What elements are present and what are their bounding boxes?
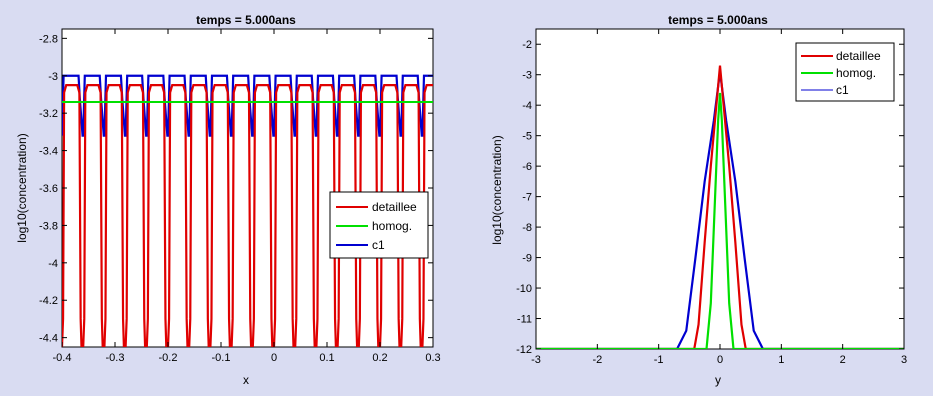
series-line-c1: [62, 74, 433, 137]
left-x-tick-label: 0.2: [372, 352, 387, 364]
left-y-tick-label: -3.8: [39, 220, 58, 232]
right-x-tick-label: 3: [901, 354, 907, 366]
left-x-axis-label: x: [243, 373, 249, 387]
left-y-axis-label: log10(concentration): [15, 133, 29, 242]
left-x-tick-label: -0.3: [106, 352, 125, 364]
series-line-detaillee: [536, 65, 904, 349]
right-y-tick-label: -3: [522, 70, 532, 82]
right-chart: temps = 5.000ans -3 -2 -1 0 1 2 3-2-3-4-5-6-7-…: [490, 13, 907, 387]
left-y-tick-label: -3.4: [39, 146, 58, 158]
right-chart-title: temps = 5.000ans: [668, 13, 768, 27]
left-x-tick-label: -0.4: [53, 352, 72, 364]
legend-label-homog: homog.: [372, 219, 412, 233]
left-x-tick-label: 0.3: [425, 352, 440, 364]
left-x-tick-label: 0.1: [319, 352, 334, 364]
legend-label-detaillee-right: detaillee: [836, 49, 881, 63]
left-y-tick-label: -2.8: [39, 33, 58, 45]
left-y-tick-label: -3.2: [39, 108, 58, 120]
right-x-tick-label: 0: [717, 354, 723, 366]
left-x-tick-label: -0.2: [159, 352, 178, 364]
right-y-tick-label: -9: [522, 253, 532, 265]
left-chart-title: temps = 5.000ans: [196, 13, 296, 27]
right-y-tick-label: -6: [522, 161, 532, 173]
left-y-tick-label: -3: [48, 71, 58, 83]
legend-label-c1-right: c1: [836, 83, 849, 97]
right-x-axis-label: y: [715, 373, 721, 387]
left-y-tick-label: -4.4: [39, 333, 58, 345]
right-legend: detaillee homog. c1: [795, 42, 895, 102]
legend-label-detaillee: detaillee: [372, 200, 417, 214]
right-y-axis-label: log10(concentration): [490, 135, 504, 244]
left-chart: temps = 5.000ans -0.4 -0.3 -0.2 -0.1 0 0.1 0.2…: [15, 13, 441, 387]
right-y-tick-label: -4: [522, 100, 532, 112]
left-x-tick-label: 0: [271, 352, 277, 364]
left-y-tick-label: -4.2: [39, 295, 58, 307]
left-legend: detaillee homog. c1: [329, 191, 429, 259]
right-y-tick-label: -7: [522, 192, 532, 204]
right-x-tick-label: 2: [840, 354, 846, 366]
right-y-tick-label: -12: [516, 344, 532, 356]
right-x-tick-label: -2: [592, 354, 602, 366]
legend-label-c1: c1: [372, 238, 385, 252]
left-y-tick-label: -4: [48, 258, 58, 270]
right-y-tick-label: -2: [522, 39, 532, 51]
right-x-tick-label: -1: [654, 354, 664, 366]
legend-label-homog-right: homog.: [836, 66, 876, 80]
left-x-tick-label: -0.1: [212, 352, 231, 364]
right-y-tick-label: -11: [517, 314, 532, 326]
right-x-tick-label: -3: [531, 354, 541, 366]
right-y-tick-label: -8: [522, 222, 532, 234]
left-y-tick-label: -3.6: [39, 183, 58, 195]
right-x-tick-label: 1: [778, 354, 784, 366]
right-y-tick-label: -5: [522, 131, 532, 143]
right-y-tick-label: -10: [516, 283, 532, 295]
series-line-homog: [536, 92, 904, 349]
